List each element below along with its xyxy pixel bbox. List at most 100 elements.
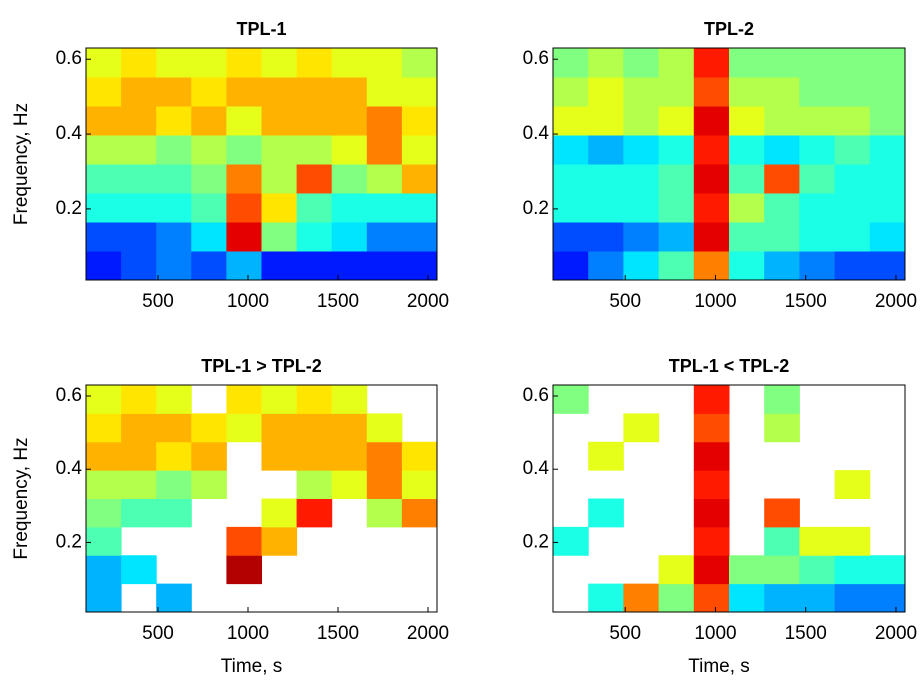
heat-cell	[366, 193, 403, 223]
heat-cell	[296, 77, 333, 107]
y-tick-label: 0.2	[56, 198, 82, 219]
heat-cell	[693, 385, 730, 414]
heat-cell	[658, 48, 695, 78]
heat-cell	[834, 470, 871, 499]
heat-cell	[623, 135, 660, 165]
heat-cell	[764, 555, 800, 585]
heat-cell	[693, 77, 730, 107]
heat-cell	[86, 48, 122, 78]
heat-cell	[623, 77, 660, 107]
heat-cell	[331, 106, 368, 136]
heat-cell	[658, 555, 695, 585]
heat-cell	[86, 385, 122, 414]
heat-cell	[658, 164, 695, 194]
heat-cell	[764, 583, 800, 613]
heat-cell	[834, 251, 871, 281]
heat-cell	[623, 413, 660, 443]
y-tick-label: 0.4	[523, 123, 550, 144]
heat-cell	[588, 106, 624, 136]
heat-cell	[331, 385, 368, 414]
heat-cell	[261, 441, 298, 471]
heat-cell	[296, 413, 333, 443]
plot-frame	[552, 47, 906, 281]
heat-cell	[658, 193, 695, 223]
heat-cell	[296, 470, 333, 499]
heat-cell	[86, 413, 122, 443]
heat-cell	[86, 498, 122, 528]
heat-cell	[191, 413, 227, 443]
heat-cell	[729, 48, 765, 78]
heat-cell	[226, 526, 262, 556]
heat-cell	[401, 48, 438, 78]
x-tick-label: 1500	[785, 291, 827, 312]
heat-cell	[834, 193, 871, 223]
heat-cell	[156, 135, 192, 165]
heat-cell	[226, 164, 262, 194]
heat-cell	[261, 193, 298, 223]
heat-cell	[296, 385, 333, 414]
heat-cell	[693, 470, 730, 499]
heat-cell	[121, 77, 157, 107]
heat-cell	[799, 222, 836, 252]
heat-cell	[764, 135, 800, 165]
panel-title: TPL-1	[236, 19, 286, 39]
heat-cell	[366, 441, 403, 471]
heat-cell	[553, 77, 589, 107]
heat-cell	[658, 251, 695, 281]
heat-cell	[86, 583, 122, 613]
heat-cell	[261, 222, 298, 252]
heat-cell	[623, 48, 660, 78]
heat-cell	[834, 164, 871, 194]
heat-cell	[226, 48, 262, 78]
heat-cell	[156, 77, 192, 107]
heat-cell	[296, 164, 333, 194]
heat-cell	[693, 106, 730, 136]
y-tick-label: 0.2	[56, 531, 82, 552]
heat-cell	[834, 526, 871, 556]
heat-cell	[834, 135, 871, 165]
heat-cell	[764, 498, 800, 528]
heat-cell	[658, 583, 695, 613]
heat-cell	[121, 106, 157, 136]
heat-cell	[869, 106, 906, 136]
y-tick-label: 0.2	[523, 531, 549, 552]
heat-cell	[296, 251, 333, 281]
heat-cell	[121, 470, 157, 499]
heat-cell	[296, 222, 333, 252]
heat-cell	[764, 222, 800, 252]
heat-cell	[226, 385, 262, 414]
heat-cell	[156, 413, 192, 443]
heat-cell	[693, 222, 730, 252]
heat-cell	[693, 583, 730, 613]
heat-cell	[693, 251, 730, 281]
heat-cell	[331, 193, 368, 223]
y-tick-label: 0.4	[523, 458, 550, 479]
heat-cell	[261, 251, 298, 281]
x-tick-label: 2000	[875, 623, 917, 644]
heat-cell	[553, 48, 589, 78]
y-tick-label: 0.4	[56, 123, 83, 144]
heat-cell	[86, 470, 122, 499]
heat-cell	[869, 583, 906, 613]
heat-cell	[693, 441, 730, 471]
heat-cell	[401, 498, 438, 528]
heat-cell	[588, 251, 624, 281]
heat-cell	[86, 222, 122, 252]
x-tick-label: 500	[142, 623, 174, 644]
heat-cell	[834, 48, 871, 78]
heat-cell	[834, 583, 871, 613]
heat-cell	[261, 413, 298, 443]
y-tick-label: 0.6	[56, 385, 82, 406]
x-axis-label: Time, s	[688, 656, 750, 677]
heat-cell	[693, 413, 730, 443]
heat-cell	[226, 251, 262, 281]
heat-cell	[729, 135, 765, 165]
heat-cell	[366, 77, 403, 107]
heat-cell	[693, 526, 730, 556]
heat-cell	[799, 193, 836, 223]
heat-cell	[191, 106, 227, 136]
heat-cell	[121, 555, 157, 585]
heat-cell	[869, 135, 906, 165]
heat-cell	[366, 413, 403, 443]
